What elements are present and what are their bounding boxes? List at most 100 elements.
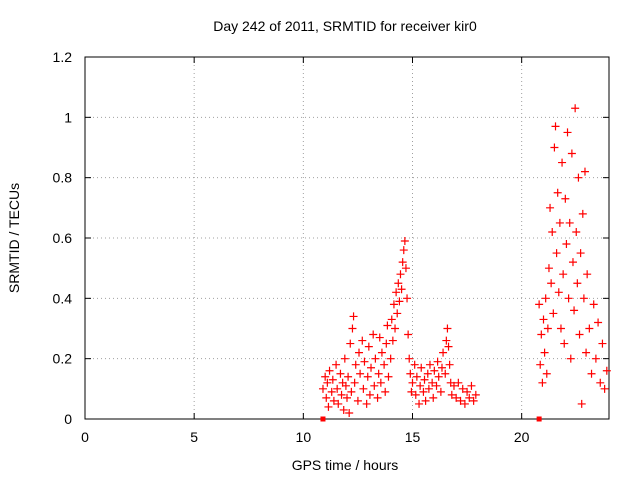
data-point <box>336 369 345 378</box>
data-point <box>443 324 452 333</box>
data-point <box>417 363 426 372</box>
data-point <box>358 336 367 345</box>
data-point <box>382 339 391 348</box>
data-point <box>424 384 433 393</box>
y-tick-label: 0 <box>64 411 72 427</box>
data-point <box>397 285 406 294</box>
data-point <box>561 194 570 203</box>
data-point <box>539 315 548 324</box>
x-tick-labels: 0 5 10 15 20 <box>81 429 530 445</box>
data-point <box>547 279 556 288</box>
data-point <box>381 387 390 396</box>
data-point <box>538 378 547 387</box>
data-point <box>580 167 589 176</box>
data-point <box>430 366 439 375</box>
data-point <box>428 378 437 387</box>
data-point <box>565 218 574 227</box>
x-tick-label: 20 <box>514 429 530 445</box>
data-point <box>572 227 581 236</box>
data-point <box>456 396 465 405</box>
data-point <box>376 378 385 387</box>
data-point <box>373 393 382 402</box>
y-axis-label: SRMTID / TECUs <box>6 183 22 293</box>
data-point <box>469 396 478 405</box>
data-points <box>318 104 611 422</box>
data-point <box>391 324 400 333</box>
data-point <box>460 399 469 408</box>
data-point <box>367 363 376 372</box>
data-point <box>406 369 415 378</box>
data-point <box>578 209 587 218</box>
data-point <box>444 342 453 351</box>
data-point <box>364 342 373 351</box>
data-point <box>562 240 571 249</box>
data-point <box>541 294 550 303</box>
data-point <box>408 378 417 387</box>
data-point <box>324 402 333 411</box>
data-point <box>425 360 434 369</box>
data-point <box>388 336 397 345</box>
data-point <box>537 330 546 339</box>
zero-marker <box>320 416 326 422</box>
data-point <box>386 354 395 363</box>
data-point <box>454 378 463 387</box>
data-point <box>573 279 582 288</box>
data-point <box>429 393 438 402</box>
data-point <box>351 360 360 369</box>
data-point <box>465 393 474 402</box>
grid <box>85 57 609 419</box>
data-point <box>421 396 430 405</box>
data-point <box>574 173 583 182</box>
data-point <box>360 357 369 366</box>
data-point <box>410 360 419 369</box>
data-point <box>370 381 379 390</box>
data-point <box>333 384 342 393</box>
data-point <box>411 390 420 399</box>
data-point <box>327 387 336 396</box>
data-point <box>437 363 446 372</box>
data-point <box>577 399 586 408</box>
data-point <box>420 375 429 384</box>
data-point <box>452 393 461 402</box>
data-point <box>439 348 448 357</box>
data-point <box>318 384 327 393</box>
data-point <box>543 324 552 333</box>
data-point <box>594 318 603 327</box>
data-point <box>544 264 553 273</box>
data-point <box>399 246 408 255</box>
x-tick-label: 0 <box>81 429 89 445</box>
data-point <box>589 300 598 309</box>
data-point <box>339 405 348 414</box>
data-point <box>550 143 559 152</box>
x-tick-label: 5 <box>190 429 198 445</box>
data-point <box>579 294 588 303</box>
data-point <box>571 104 580 113</box>
data-point <box>555 218 564 227</box>
data-point <box>433 357 442 366</box>
data-point <box>449 381 458 390</box>
chart-title: Day 242 of 2011, SRMTID for receiver kir… <box>213 18 477 34</box>
data-point <box>396 270 405 279</box>
data-point <box>349 312 358 321</box>
data-point <box>553 188 562 197</box>
data-point <box>369 330 378 339</box>
y-tick-label: 1 <box>64 109 72 125</box>
data-point <box>362 399 371 408</box>
data-point <box>447 390 456 399</box>
data-point <box>332 360 341 369</box>
data-point <box>403 294 412 303</box>
data-point <box>340 354 349 363</box>
data-point <box>576 249 585 258</box>
data-point <box>560 339 569 348</box>
y-tick-label: 0.4 <box>53 290 73 306</box>
data-point <box>542 369 551 378</box>
data-point <box>401 264 410 273</box>
data-point <box>334 399 343 408</box>
data-point <box>371 354 380 363</box>
data-point <box>395 297 404 306</box>
data-point <box>596 378 605 387</box>
data-point <box>323 378 332 387</box>
data-point <box>389 300 398 309</box>
data-point <box>546 203 555 212</box>
